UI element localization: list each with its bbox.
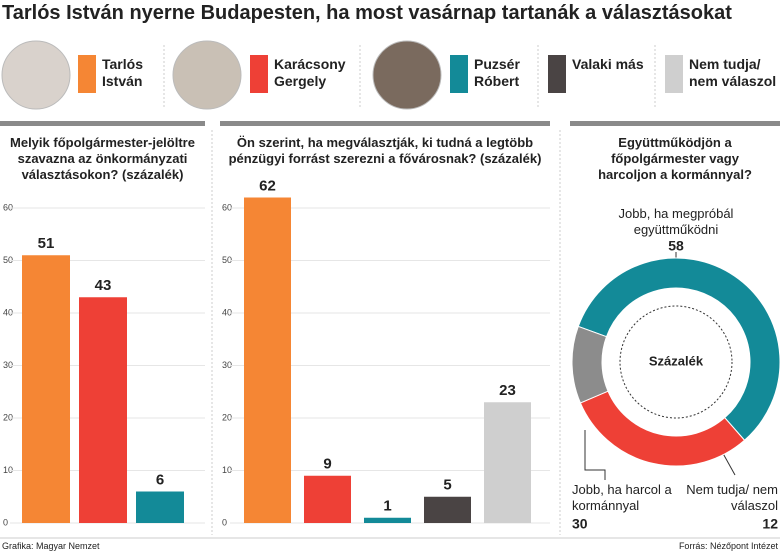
legend-swatch: [548, 55, 566, 93]
legend-swatch: [450, 55, 468, 93]
bar: [22, 255, 70, 523]
segment-label: Jobb, ha harcol a kormánnyal: [572, 482, 672, 513]
chart-title: Ön szerint, ha megválasztják, ki tudná a…: [228, 135, 542, 166]
chart-title: Együttműködjön a főpolgármester vagy har…: [598, 135, 752, 182]
center-ring: [619, 305, 733, 419]
legend-label: Nem tudja/ nem válaszol: [689, 56, 777, 89]
y-tick-label: 20: [3, 412, 13, 422]
credit: Grafika: Magyar Nemzet: [2, 541, 100, 551]
value-label: 30: [572, 516, 588, 532]
y-tick-label: 20: [222, 412, 232, 422]
chart-title: Melyik főpolgármester-jelöltre szavazna …: [10, 135, 195, 182]
y-tick-label: 60: [222, 202, 232, 212]
donut-segment: [577, 257, 780, 441]
value-label: 9: [323, 456, 331, 473]
bar: [79, 297, 127, 523]
value-label: 43: [95, 277, 112, 294]
y-tick-label: 0: [222, 517, 227, 527]
photo: [372, 40, 442, 110]
bar: [424, 496, 471, 523]
y-tick-label: 0: [3, 517, 8, 527]
y-tick-label: 60: [3, 202, 13, 212]
panel-bar: [0, 121, 205, 126]
y-tick-label: 30: [3, 360, 13, 370]
y-tick-label: 10: [3, 465, 13, 475]
value-label: 12: [762, 516, 778, 532]
y-tick-label: 40: [222, 307, 232, 317]
bar: [484, 402, 531, 523]
bar: [136, 491, 184, 523]
panel-bar: [570, 121, 780, 126]
donut-segment: [571, 325, 609, 404]
value-label: 5: [443, 477, 451, 494]
value-label: 23: [499, 382, 516, 399]
legend-swatch: [78, 55, 96, 93]
bar: [304, 475, 351, 523]
photo: [172, 40, 242, 110]
segment-label: Nem tudja/ nem válaszol: [686, 482, 778, 513]
title: Tarlós István nyerne Budapesten, ha most…: [2, 2, 732, 24]
value-label: 6: [156, 471, 164, 488]
bar: [364, 517, 411, 523]
y-tick-label: 40: [3, 307, 13, 317]
value-label: 62: [259, 177, 276, 194]
legend-label: Valaki más: [572, 56, 644, 72]
donut-segment: [579, 390, 746, 467]
value-label: 58: [668, 238, 684, 254]
center-label: Százalék: [649, 353, 704, 368]
legend-swatch: [665, 55, 683, 93]
y-tick-label: 10: [222, 465, 232, 475]
source: Forrás: Nézőpont Intézet: [678, 541, 778, 551]
legend-label: Karácsony Gergely: [274, 56, 346, 89]
y-tick-label: 30: [222, 360, 232, 370]
value-label: 51: [38, 235, 55, 252]
y-tick-label: 50: [222, 255, 232, 265]
photo: [1, 40, 71, 110]
y-tick-label: 50: [3, 255, 13, 265]
legend-swatch: [250, 55, 268, 93]
leader-line: [584, 430, 606, 480]
panel-bar: [220, 121, 550, 126]
value-label: 1: [383, 498, 391, 515]
legend-label: Puzsér Róbert: [474, 56, 520, 89]
bar: [244, 197, 291, 523]
segment-label: Jobb, ha megpróbál együttműködni: [618, 206, 734, 237]
legend-label: Tarlós István: [102, 56, 143, 89]
